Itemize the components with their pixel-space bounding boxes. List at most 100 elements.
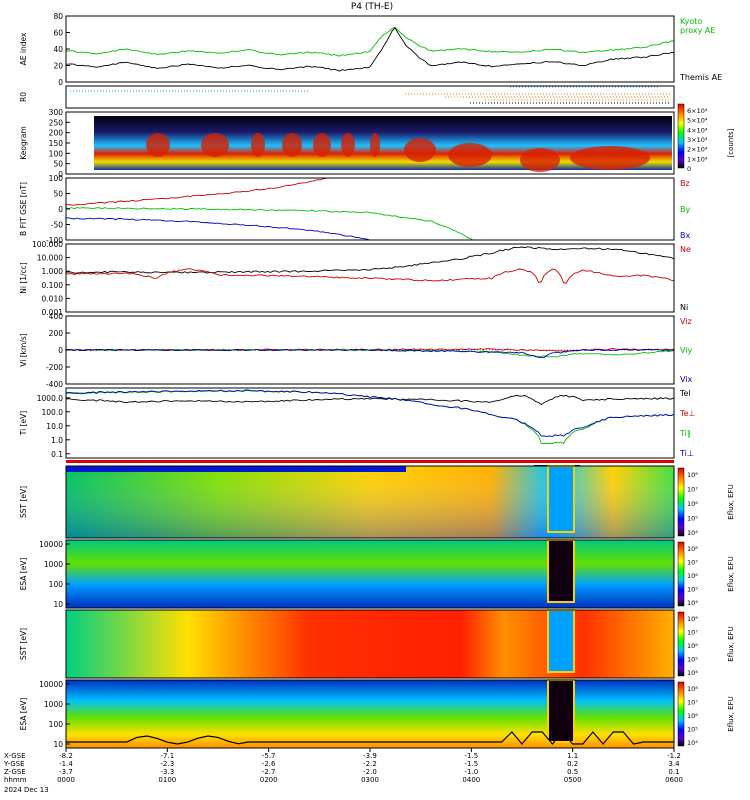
density-legend-ni: Ni: [680, 303, 688, 312]
esa-electrons-colorbar-tick: 10⁶: [687, 572, 698, 580]
footer-value: 0400: [462, 776, 480, 784]
footer-value: 0.5: [567, 768, 578, 776]
footer-row-label: X-GSE: [4, 752, 26, 760]
esa-electrons-colorbar: [677, 541, 685, 607]
esa-electrons-frame: [65, 539, 675, 609]
sst-ions-colorbar-tick: 10⁸: [687, 615, 698, 623]
sst-electrons-colorbar-tick: 10⁴: [687, 529, 698, 537]
bfield-ytick-label: 100: [49, 174, 64, 183]
temperature-ytick-label: 10.0: [46, 422, 63, 431]
keogram-colorbar-tick: 5×10⁴: [687, 117, 708, 125]
footer-value: 3.4: [668, 760, 680, 768]
velocity-legend-viz: Viz: [680, 317, 692, 326]
keogram-aurora-patch: [341, 133, 355, 157]
footer-value: -2.6: [262, 760, 276, 768]
ae-ytick-label: 40: [53, 45, 63, 54]
footer-value: -8.2: [59, 752, 73, 760]
sst-electrons-topstrip: [66, 466, 406, 472]
velocity-ytick-label: 200: [49, 329, 64, 338]
temperature-legend-te-: Te⊥: [679, 409, 695, 418]
density-ni-line: [66, 246, 675, 274]
keogram-colorbar-tick: 0: [687, 165, 691, 173]
keogram-aurora-patch: [448, 143, 492, 167]
sst-electrons-colorbar-tick: 10⁷: [687, 486, 698, 494]
footer-value: -2.3: [160, 760, 174, 768]
footer-value: 0300: [361, 776, 379, 784]
sst-electrons-colorbar-tick: 10⁵: [687, 515, 698, 523]
r0-frame: [65, 85, 675, 109]
keogram-ytick-label: 150: [49, 139, 64, 148]
ae-ytick-label: 0: [58, 78, 63, 87]
ae-legend-kyoto-proxy-ae: Kyoto: [680, 17, 702, 26]
keogram-aurora-patch: [370, 133, 380, 157]
esa-electrons-ytick-label: 1000: [44, 560, 63, 569]
keogram-colorbar-tick: 3×10⁴: [687, 136, 708, 144]
keogram-colorbar-tick: 2×10⁴: [687, 146, 708, 154]
sst-electrons-frame: [65, 465, 675, 539]
keogram-aurora-patch: [313, 133, 331, 157]
esa-ions-ytick-label: 10000: [39, 680, 63, 689]
footer-value: -7.1: [160, 752, 174, 760]
keogram-aurora-patch: [282, 133, 302, 157]
keogram-aurora-patch: [404, 138, 436, 162]
esa-ions-colorbar-tick: 10⁷: [687, 699, 698, 707]
velocity-ytick-label: -400: [46, 380, 63, 389]
sst-ions-colorbar-tick: 10⁴: [687, 669, 698, 677]
sst-ions-colorbar-tick: 10⁷: [687, 629, 698, 637]
esa-ions-dropout: [547, 679, 575, 743]
keogram-colorbar-tick: 1×10⁴: [687, 155, 708, 163]
ae-frame: [65, 15, 675, 83]
bfield-ylabel: B FIT GSE [nT]: [19, 182, 28, 236]
footer-value: 1.1: [567, 752, 578, 760]
sst-ions-image: [66, 610, 674, 678]
ae-ytick-label: 80: [53, 12, 63, 21]
bfield-bz-line: [65, 178, 326, 206]
bfield-ytick-label: 50: [53, 190, 63, 199]
esa-electrons-image: [66, 540, 674, 608]
esa-electrons-ytick-label: 10000: [39, 540, 63, 549]
panels-layer: [66, 103, 685, 748]
keogram-ytick-label: 0: [58, 170, 63, 179]
esa-electrons-colorbar-tick: 10⁸: [687, 545, 698, 553]
ae-ylabel: AE index: [19, 32, 28, 65]
esa-electrons-colorbar-tick: 10⁷: [687, 559, 698, 567]
velocity-legend-viy: Viy: [680, 346, 693, 355]
velocity-ytick-label: 0: [58, 346, 63, 355]
footer-value: -1.5: [464, 752, 478, 760]
temperature-ti--line: [65, 389, 675, 437]
density-ytick-label: 0.010: [42, 294, 64, 303]
chart-title: P4 (TH-E): [351, 2, 393, 12]
temperature-ytick-label: 0.1: [51, 450, 63, 459]
footer-value: 0200: [260, 776, 278, 784]
bfield-legend-bz: Bz: [680, 179, 690, 188]
temperature-legend-ti-: Ti⊥: [679, 449, 694, 458]
sst-ions-colorbar-label: Eflux, EFU: [727, 626, 735, 661]
footer-value: 0600: [665, 776, 683, 784]
footer-date: 2024 Dec 13: [4, 786, 49, 794]
keogram-ytick-label: 50: [53, 160, 63, 169]
orbit-band-red: [66, 460, 674, 463]
bfield-bx-line: [65, 217, 371, 241]
esa-ions-colorbar: [677, 681, 685, 747]
esa-ions-colorbar-tick: 10⁴: [687, 739, 698, 747]
footer-value: 0.2: [567, 760, 578, 768]
temperature-tel-line: [65, 394, 675, 406]
esa-ions-colorbar-tick: 10⁸: [687, 685, 698, 693]
keogram-aurora-patch: [570, 146, 650, 170]
density-ytick-label: 100.000: [32, 240, 63, 249]
bfield-legend-bx: Bx: [680, 231, 690, 240]
footer-value: -3.7: [59, 768, 73, 776]
r0-ylabel: R0: [19, 92, 28, 102]
footer-value: 0.1: [668, 768, 679, 776]
footer-value: -1.0: [464, 768, 478, 776]
keogram-colorbar-tick: 4×10⁴: [687, 126, 708, 134]
temperature-ytick-label: 1.0: [51, 436, 63, 445]
footer-row-label: hhmm: [4, 776, 27, 784]
sst-ions-colorbar-tick: 10⁶: [687, 642, 698, 650]
ae-kyoto-proxy-ae-line: [65, 26, 674, 57]
velocity-ylabel: Vi [km/s]: [19, 333, 28, 366]
esa-ions-ylabel: ESA [eV]: [19, 698, 28, 731]
marks-layer: [65, 26, 675, 745]
